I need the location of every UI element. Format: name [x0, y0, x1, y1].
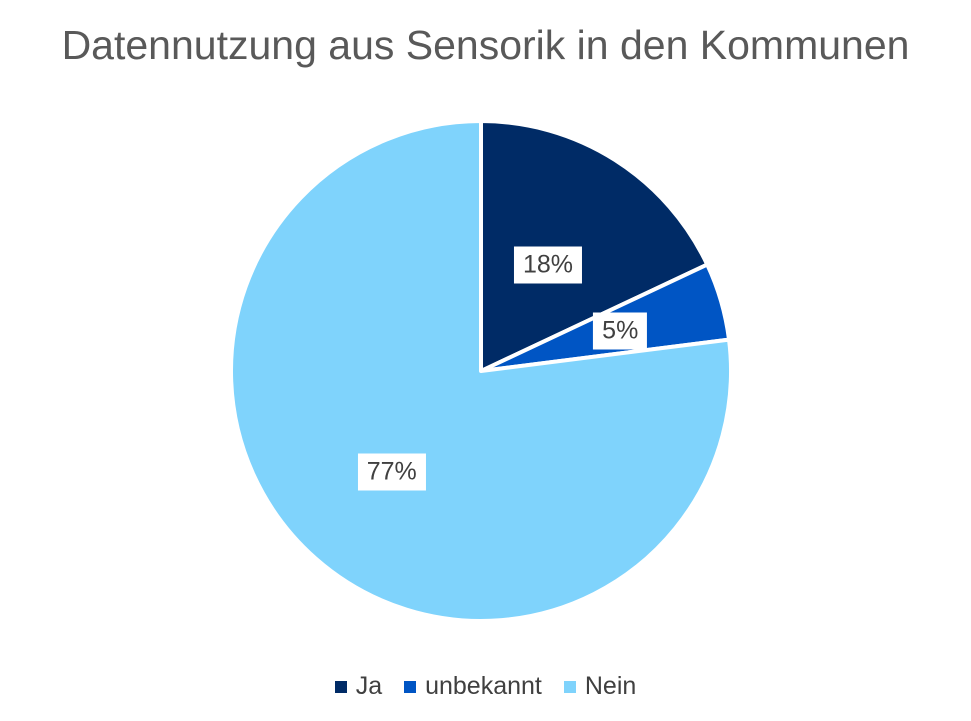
pie-slice-nein	[229, 119, 733, 623]
legend-label: Nein	[584, 672, 637, 700]
legend-label: unbekannt	[425, 672, 542, 700]
legend-swatch	[334, 680, 347, 693]
legend-swatch	[563, 680, 576, 693]
pie-slice-ja	[479, 119, 710, 373]
legend-entry-nein: Nein	[563, 672, 637, 701]
legend: Ja unbekannt Nein	[0, 672, 971, 701]
legend-entry-ja: Ja	[334, 672, 383, 701]
legend-swatch	[404, 680, 417, 693]
legend-label: Ja	[355, 672, 383, 700]
data-label-nein: 77%	[357, 453, 426, 491]
data-label-ja: 18%	[513, 246, 582, 284]
legend-entry-unbekannt: unbekannt	[404, 672, 542, 701]
data-label-unbekannt: 5%	[593, 312, 648, 350]
chart-title: Datennutzung aus Sensorik in den Kommune…	[61, 22, 910, 68]
